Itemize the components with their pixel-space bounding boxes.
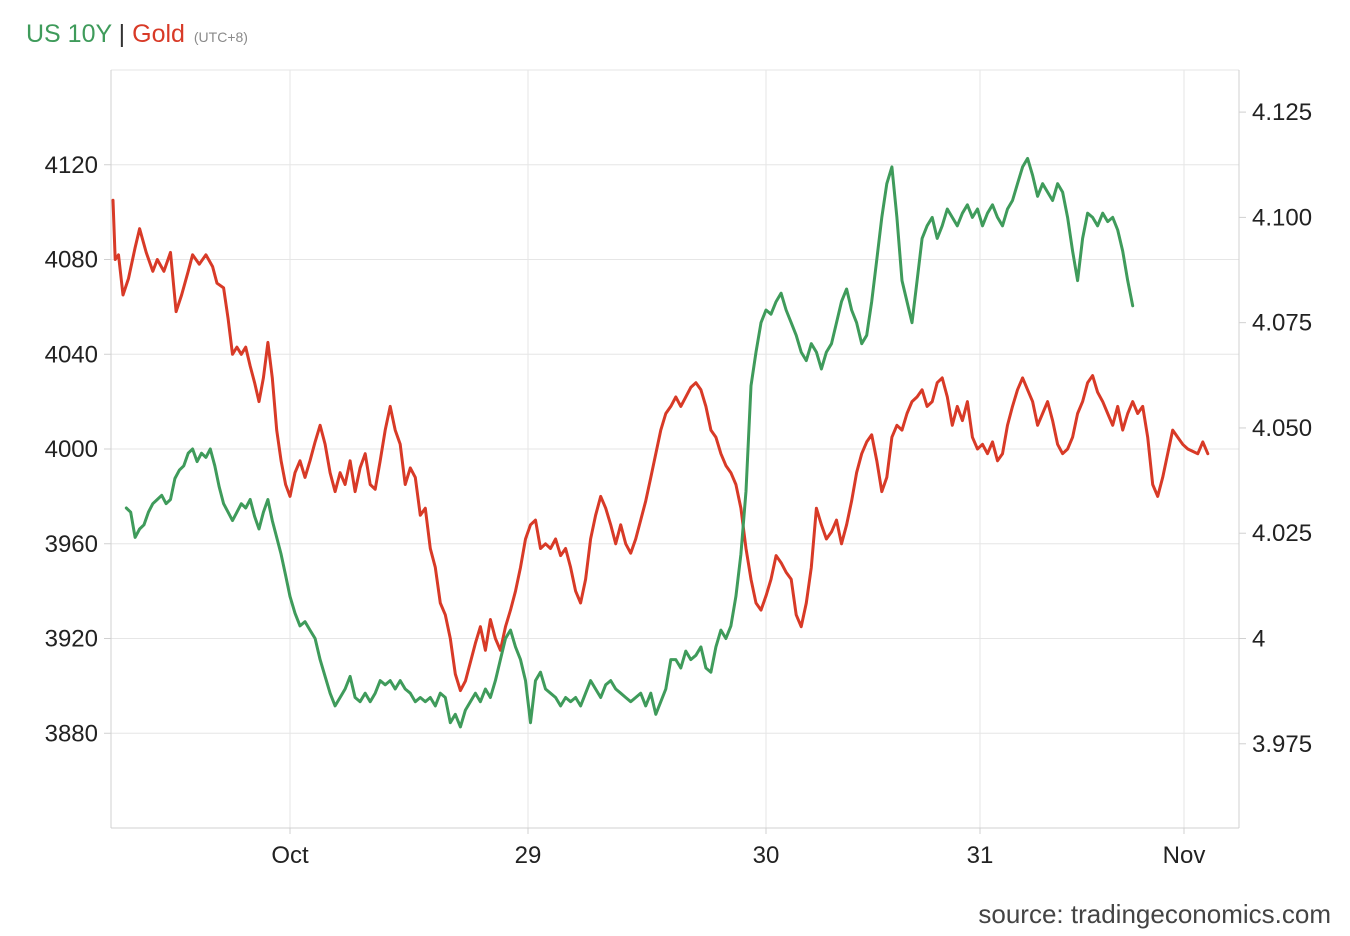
x-tick-label: Oct xyxy=(271,842,309,869)
y-right-tick-label: 4.100 xyxy=(1252,204,1312,231)
us10y-line xyxy=(124,156,1135,729)
x-tick-label: 30 xyxy=(753,842,780,869)
source-credit: source: tradingeconomics.com xyxy=(978,899,1331,929)
legend-separator: | xyxy=(118,20,126,48)
y-left-tick-label: 4080 xyxy=(45,247,98,274)
x-tick-label: 31 xyxy=(967,842,994,869)
legend-gold[interactable]: Gold xyxy=(132,20,185,48)
chart-axes xyxy=(104,70,1246,834)
gold-line xyxy=(111,198,1210,693)
y-right-tick-label: 4 xyxy=(1252,626,1265,653)
chart-legend: US 10Y | Gold (UTC+8) xyxy=(26,20,248,49)
y-left-tick-label: 3920 xyxy=(45,626,98,653)
y-left-tick-label: 4040 xyxy=(45,341,98,368)
y-left-tick-label: 4120 xyxy=(45,152,98,179)
y-right-tick-label: 4.125 xyxy=(1252,99,1312,126)
y-right-tick-label: 3.975 xyxy=(1252,731,1312,758)
y-right-tick-label: 4.075 xyxy=(1252,310,1312,337)
legend-us10y[interactable]: US 10Y xyxy=(26,20,112,48)
y-left-tick-label: 4000 xyxy=(45,436,98,463)
y-right-tick-label: 4.025 xyxy=(1252,520,1312,547)
legend-timezone: (UTC+8) xyxy=(193,29,248,45)
y-left-tick-label: 3960 xyxy=(45,531,98,558)
y-axis-left-labels: 4120 4080 4040 4000 3960 3920 3880 xyxy=(45,152,98,748)
x-tick-label: Nov xyxy=(1163,842,1206,869)
x-axis-labels: Oct 29 30 31 Nov xyxy=(271,842,1205,869)
y-left-tick-label: 3880 xyxy=(45,720,98,747)
y-right-tick-label: 4.050 xyxy=(1252,415,1312,442)
series-lines xyxy=(111,156,1210,729)
y-axis-right-labels: 4.125 4.100 4.075 4.050 4.025 4 3.975 xyxy=(1252,99,1312,758)
chart-grid xyxy=(111,69,1239,828)
x-tick-label: 29 xyxy=(515,842,542,869)
